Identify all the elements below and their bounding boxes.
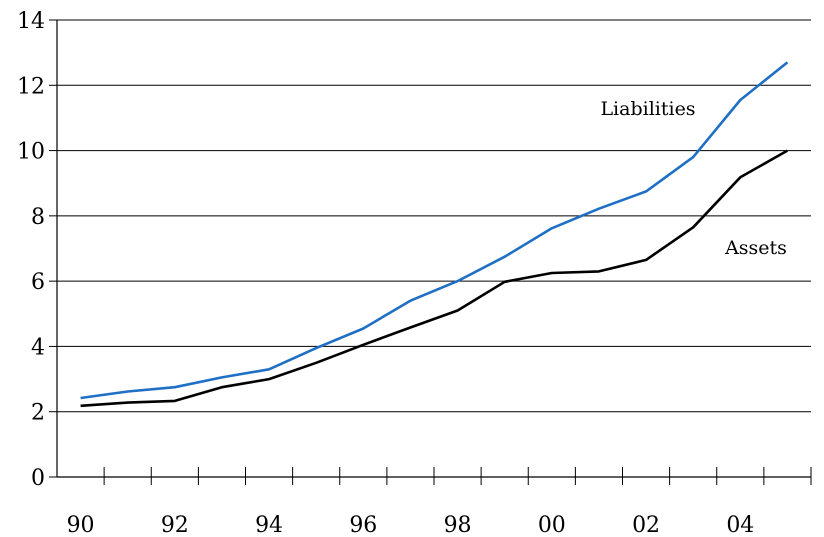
y-tick-label: 4 [31,335,45,360]
x-tick-label: 92 [161,513,189,537]
x-tick-label: 90 [67,513,95,537]
gridlines [57,19,811,413]
series-line-assets [80,149,789,408]
y-tick-label: 6 [31,270,45,295]
series-line-liabilities [80,61,789,400]
x-tick-label: 94 [255,513,283,537]
x-tick-label: 02 [632,513,660,537]
series-label-liabilities: Liabilities [600,98,695,120]
y-tick-label: 10 [17,140,45,165]
series-label-assets: Assets [724,237,787,259]
y-tick-label: 8 [31,205,45,230]
y-tick-label: 0 [31,466,45,491]
x-tick-label: 98 [444,513,472,537]
y-tick-label: 2 [31,401,45,426]
y-tick-label: 14 [17,9,45,34]
series-lines [80,61,789,408]
axes [49,19,812,485]
y-tick-label: 12 [17,74,45,99]
x-tick-label: 04 [726,513,754,537]
x-tick-label: 00 [538,513,566,537]
x-tick-label: 96 [349,513,377,537]
